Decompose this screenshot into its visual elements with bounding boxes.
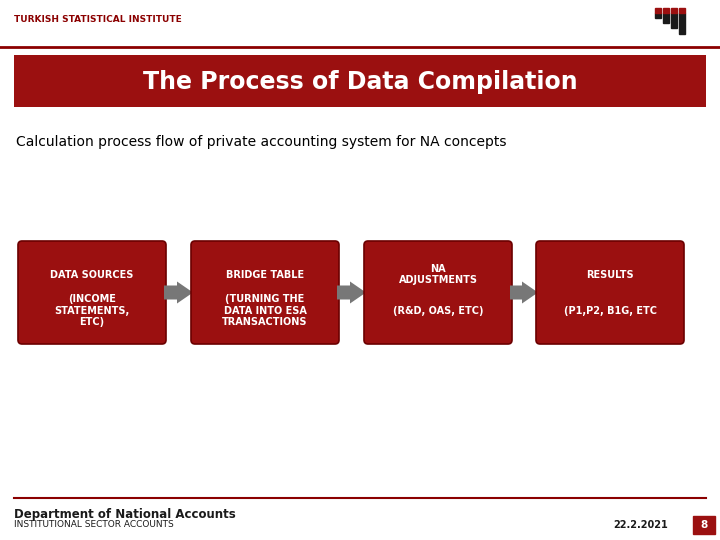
FancyBboxPatch shape	[364, 241, 512, 344]
Text: NA
ADJUSTMENTS: NA ADJUSTMENTS	[398, 264, 477, 285]
Text: RESULTS: RESULTS	[586, 269, 634, 280]
Bar	[663, 8, 669, 13]
Text: INSTITUTIONAL SECTOR ACCOUNTS: INSTITUTIONAL SECTOR ACCOUNTS	[14, 520, 174, 529]
Text: BRIDGE TABLE: BRIDGE TABLE	[226, 269, 304, 280]
FancyBboxPatch shape	[536, 241, 684, 344]
Text: The Process of Data Compilation: The Process of Data Compilation	[143, 70, 577, 94]
Text: 8: 8	[701, 520, 708, 530]
Text: Department of National Accounts: Department of National Accounts	[14, 508, 235, 521]
FancyBboxPatch shape	[191, 241, 339, 344]
Bar	[679, 8, 685, 13]
Bar	[655, 13, 661, 18]
Bar	[655, 8, 661, 13]
Polygon shape	[164, 281, 193, 303]
Text: (P1,P2, B1G, ETC: (P1,P2, B1G, ETC	[564, 306, 657, 315]
FancyBboxPatch shape	[14, 55, 706, 107]
Bar	[679, 13, 685, 34]
Bar	[663, 13, 669, 23]
FancyBboxPatch shape	[18, 241, 166, 344]
Text: (INCOME
STATEMENTS,
ETC): (INCOME STATEMENTS, ETC)	[55, 294, 130, 327]
Polygon shape	[337, 281, 366, 303]
Polygon shape	[510, 281, 538, 303]
Text: 22.2.2021: 22.2.2021	[613, 520, 668, 530]
Text: DATA SOURCES: DATA SOURCES	[50, 269, 134, 280]
Bar	[671, 8, 677, 13]
Bar	[693, 516, 715, 534]
Text: (R&D, OAS, ETC): (R&D, OAS, ETC)	[392, 306, 483, 315]
Bar	[671, 13, 677, 28]
Text: TURKISH STATISTICAL INSTITUTE: TURKISH STATISTICAL INSTITUTE	[14, 16, 181, 24]
Text: (TURNING THE
DATA INTO ESA
TRANSACTIONS: (TURNING THE DATA INTO ESA TRANSACTIONS	[222, 294, 307, 327]
Text: Calculation process flow of private accounting system for NA concepts: Calculation process flow of private acco…	[16, 135, 506, 149]
